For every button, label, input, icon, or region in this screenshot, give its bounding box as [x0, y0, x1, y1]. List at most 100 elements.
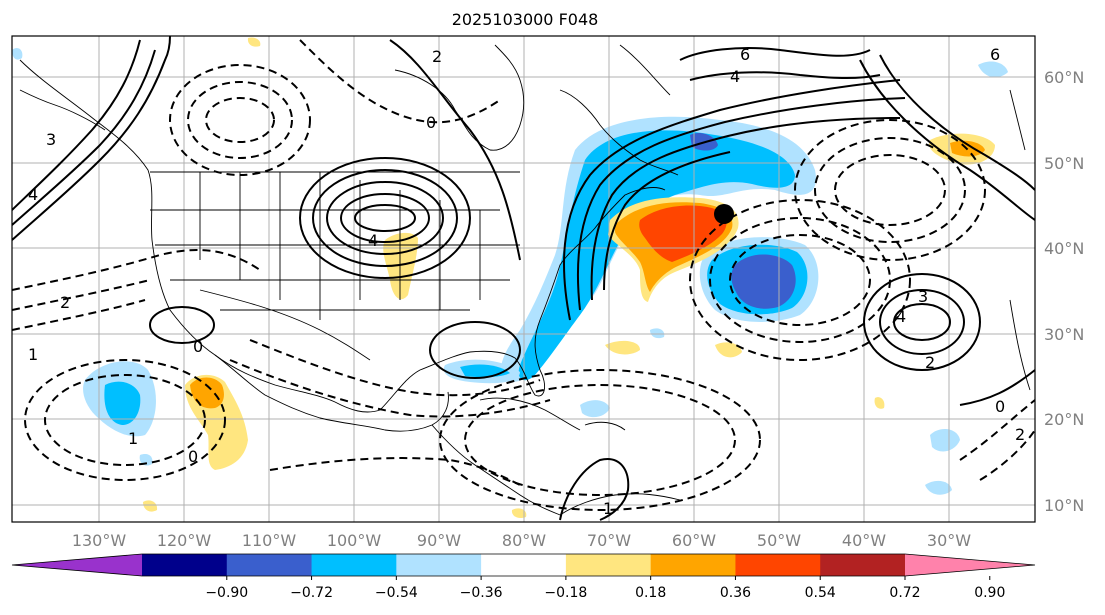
contour-east-atl-1 — [863, 273, 981, 371]
contour-central-3 — [12, 299, 146, 331]
border-us-mexico — [199, 289, 371, 361]
contour-nw-jet-1 — [12, 36, 171, 241]
contour-label: 2 — [432, 47, 442, 66]
contour-label: 4 — [730, 67, 740, 86]
coast-sa — [559, 493, 681, 516]
shading-layer — [12, 37, 1008, 519]
lat-label: 60°N — [1044, 68, 1084, 87]
lon-label: 30°W — [927, 531, 971, 550]
contour-label: 0 — [995, 397, 1005, 416]
contour-mid-1 — [249, 339, 541, 397]
colorbar-tick-label: −0.18 — [544, 585, 587, 601]
shade-central-us — [383, 232, 418, 300]
lon-label: 40°W — [842, 531, 886, 550]
colorbar-outline — [11, 553, 1036, 577]
shade-small-2 — [715, 342, 742, 358]
contour-labels: 4 3 4 2 1 3 4 2 0 0 1 1 2 0 6 6 2 0 4 — [28, 45, 1025, 518]
contour-label: 1 — [603, 499, 613, 518]
contour-label: 4 — [896, 307, 906, 326]
contour-far-se-2 — [979, 429, 1035, 481]
contour-mid-3 — [269, 457, 521, 486]
contour-label: 3 — [46, 130, 56, 149]
contour-label: 1 — [128, 429, 138, 448]
contour-west-low-1 — [169, 64, 311, 176]
contour-mid-2 — [229, 359, 551, 418]
positive-contours — [12, 36, 1035, 521]
latitude-labels: 60°N 50°N 40°N 30°N 20°N 10°N — [1044, 68, 1084, 515]
coast-labrador — [559, 89, 679, 176]
contour-greenland — [679, 47, 871, 61]
contour-pacific-lo — [24, 359, 226, 481]
states-grid-2 — [150, 209, 520, 311]
contour-nw-jet-3 — [12, 39, 141, 211]
lon-label: 70°W — [587, 531, 631, 550]
coast-gulf — [379, 187, 666, 411]
colorbar: −0.90 −0.72 −0.54 −0.36 −0.18 0.18 0.36 0.54 0.7… — [11, 553, 1036, 601]
coastlines — [19, 44, 1031, 516]
coast-hudson — [394, 44, 525, 151]
contour-label: 2 — [925, 353, 935, 372]
contour-us-high-3 — [326, 181, 444, 255]
lon-label: 90°W — [417, 531, 461, 550]
contour-far-east-2 — [879, 54, 1035, 191]
shade-small-10 — [247, 37, 261, 47]
contour-label: 6 — [990, 45, 1000, 64]
contour-storm-1 — [563, 79, 901, 321]
contour-label: 4 — [28, 185, 38, 204]
lon-label: 120°W — [157, 531, 212, 550]
contour-north-dash — [299, 39, 501, 124]
shade-sw-atlantic-core — [731, 254, 796, 309]
lat-label: 10°N — [1044, 496, 1084, 515]
shade-blue-ne — [518, 130, 795, 381]
storm-center-marker — [714, 204, 734, 224]
shade-small-12 — [511, 508, 527, 519]
colorbar-tick-label: 0.36 — [720, 585, 751, 601]
coast-alaska — [19, 89, 106, 131]
colorbar-segment — [226, 554, 313, 576]
lon-label: 50°W — [757, 531, 801, 550]
colorbar-segment — [735, 554, 821, 576]
contour-label: 6 — [740, 45, 750, 64]
colorbar-segment — [820, 554, 906, 576]
contour-far-east — [859, 59, 1035, 221]
contour-atl-north-3 — [834, 154, 946, 226]
contour-pacific-hi — [149, 306, 215, 344]
colorbar-tick-label: −0.36 — [460, 585, 503, 601]
coast-africa — [1009, 299, 1031, 391]
contour-us-high-4 — [340, 193, 430, 243]
colorbar-segment — [565, 554, 652, 576]
colorbar-segment — [650, 554, 736, 576]
colorbar-tick-label: −0.54 — [375, 585, 418, 601]
contour-label: 2 — [60, 293, 70, 312]
shade-small-7 — [139, 454, 153, 466]
map-title: 2025103000 F048 — [451, 10, 599, 29]
colorbar-tick-label: −0.90 — [205, 585, 248, 601]
colorbar-tick-label: 0.72 — [889, 585, 920, 601]
shade-small-11 — [874, 397, 885, 409]
contour-atl-low-1 — [689, 199, 911, 361]
contour-atl-north-1 — [794, 119, 986, 261]
contour-label: 2 — [1015, 425, 1025, 444]
colorbar-tick-label: 0.54 — [805, 585, 836, 601]
lon-label: 100°W — [327, 531, 382, 550]
shade-pacific-blue2 — [104, 381, 141, 425]
contour-atl-north-2 — [814, 137, 966, 243]
lon-label: 60°W — [672, 531, 716, 550]
contour-label: 4 — [368, 231, 378, 250]
contour-west-low-2 — [187, 81, 293, 159]
coast-greenland — [619, 44, 671, 96]
lon-label: 130°W — [72, 531, 127, 550]
shade-small-5 — [925, 480, 952, 495]
contour-label: 3 — [918, 287, 928, 306]
lat-label: 30°N — [1044, 325, 1084, 344]
contour-atl-low-3 — [729, 234, 871, 326]
contour-east-low — [959, 369, 1035, 406]
shade-small-3 — [580, 400, 610, 418]
colorbar-segment — [481, 554, 567, 576]
contour-us-high-5 — [354, 204, 416, 232]
colorbar-segment — [396, 554, 482, 576]
colorbar-segment — [311, 554, 397, 576]
contour-pacific-lo-2 — [44, 374, 206, 466]
coast-iberia — [1009, 89, 1026, 151]
